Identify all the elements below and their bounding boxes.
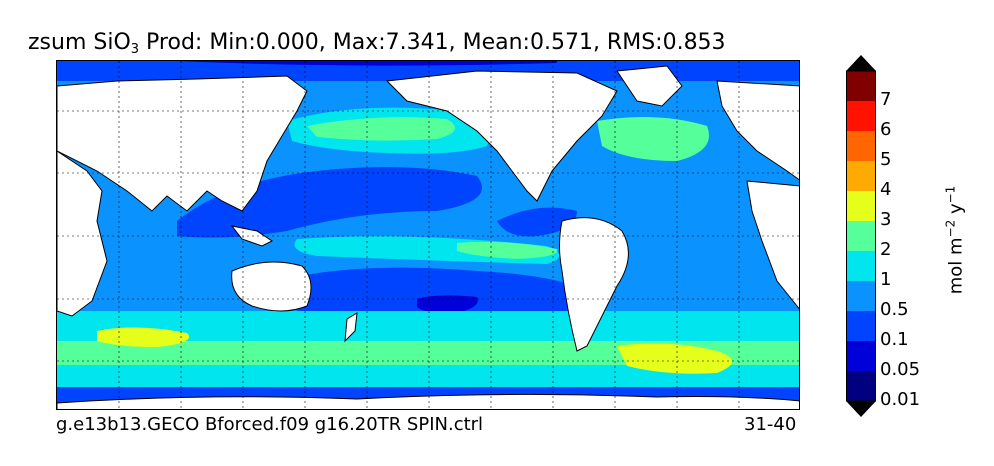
africa-east: [746, 180, 799, 310]
ocean-map: [56, 60, 800, 410]
arctic-band: [57, 61, 799, 81]
antarctica: [57, 393, 799, 409]
colorbar-segment: [846, 371, 876, 402]
colorbar-tick-label: 1: [880, 269, 892, 290]
colorbar-tick-label: 2: [880, 239, 892, 260]
eurasia: [57, 75, 308, 212]
colorbar-segment: [846, 131, 876, 162]
unit-y: y: [945, 203, 967, 220]
unit-exponent-2: −1: [943, 185, 958, 204]
colorbar-under-arrow: [846, 401, 876, 417]
southern-ocean-band-3: [57, 365, 799, 387]
australia: [231, 261, 312, 312]
africa: [57, 150, 108, 317]
south-indian-hotspot: [97, 327, 189, 347]
map-canvas: [57, 61, 799, 409]
colorbar-unit-label: mol m−2 y−1: [944, 186, 967, 295]
north-pacific-bloom: [307, 117, 455, 141]
colorbar-tick-label: 0.1: [880, 329, 909, 350]
title-subscript: 3: [130, 42, 140, 57]
title-stats: Prod: Min:0.000, Max:7.341, Mean:0.571, …: [139, 30, 726, 55]
land-layer: [57, 65, 799, 409]
unit-exponent-1: −2: [943, 219, 958, 238]
colorbar-segment: [846, 341, 876, 372]
greenland: [616, 65, 683, 107]
south-pacific-core: [417, 295, 478, 314]
years-label: 31-40: [744, 414, 797, 435]
title-variable: zsum SiO: [28, 30, 131, 55]
map-title: zsum SiO3 Prod: Min:0.000, Max:7.341, Me…: [28, 30, 726, 57]
europe-east: [716, 80, 799, 181]
colorbar-tick-label: 0.01: [880, 389, 921, 410]
colorbar-tick-label: 7: [880, 89, 892, 110]
arctic-core: [177, 61, 557, 66]
equatorial-pacific-core: [457, 241, 558, 259]
south-atlantic-hotspot: [617, 343, 732, 374]
north-atlantic-gyre: [497, 207, 577, 237]
colorbar-segment: [846, 221, 876, 252]
case-name-label: g.e13b13.GECO Bforced.f09 g16.20TR SPIN.…: [56, 414, 484, 435]
north-america: [385, 70, 618, 202]
colorbar-tick-label: 4: [880, 179, 892, 200]
colorbar-tick-label: 0.05: [880, 359, 921, 380]
colorbar-segment: [846, 191, 876, 222]
south-america: [559, 217, 629, 352]
colorbar-frame: [846, 70, 876, 402]
colorbar-over-arrow: [846, 55, 876, 71]
colorbar-tick-label: 6: [880, 119, 892, 140]
colorbar-segment: [846, 161, 876, 192]
north-atlantic-bloom: [597, 117, 709, 161]
colorbar-segment: [846, 71, 876, 102]
colorbar-segment: [846, 251, 876, 282]
colorbar-segment: [846, 281, 876, 312]
colorbar: [846, 55, 876, 417]
colorbar-tick-label: 0.5: [880, 299, 909, 320]
new-zealand: [344, 312, 358, 343]
graticule: [57, 61, 799, 409]
colorbar-segment: [846, 101, 876, 132]
colorbar-tick-label: 5: [880, 149, 892, 170]
colorbar-tick-label: 3: [880, 209, 892, 230]
unit-main: mol m: [945, 237, 967, 295]
colorbar-segment: [846, 311, 876, 342]
south-pacific-gyre: [275, 267, 602, 323]
